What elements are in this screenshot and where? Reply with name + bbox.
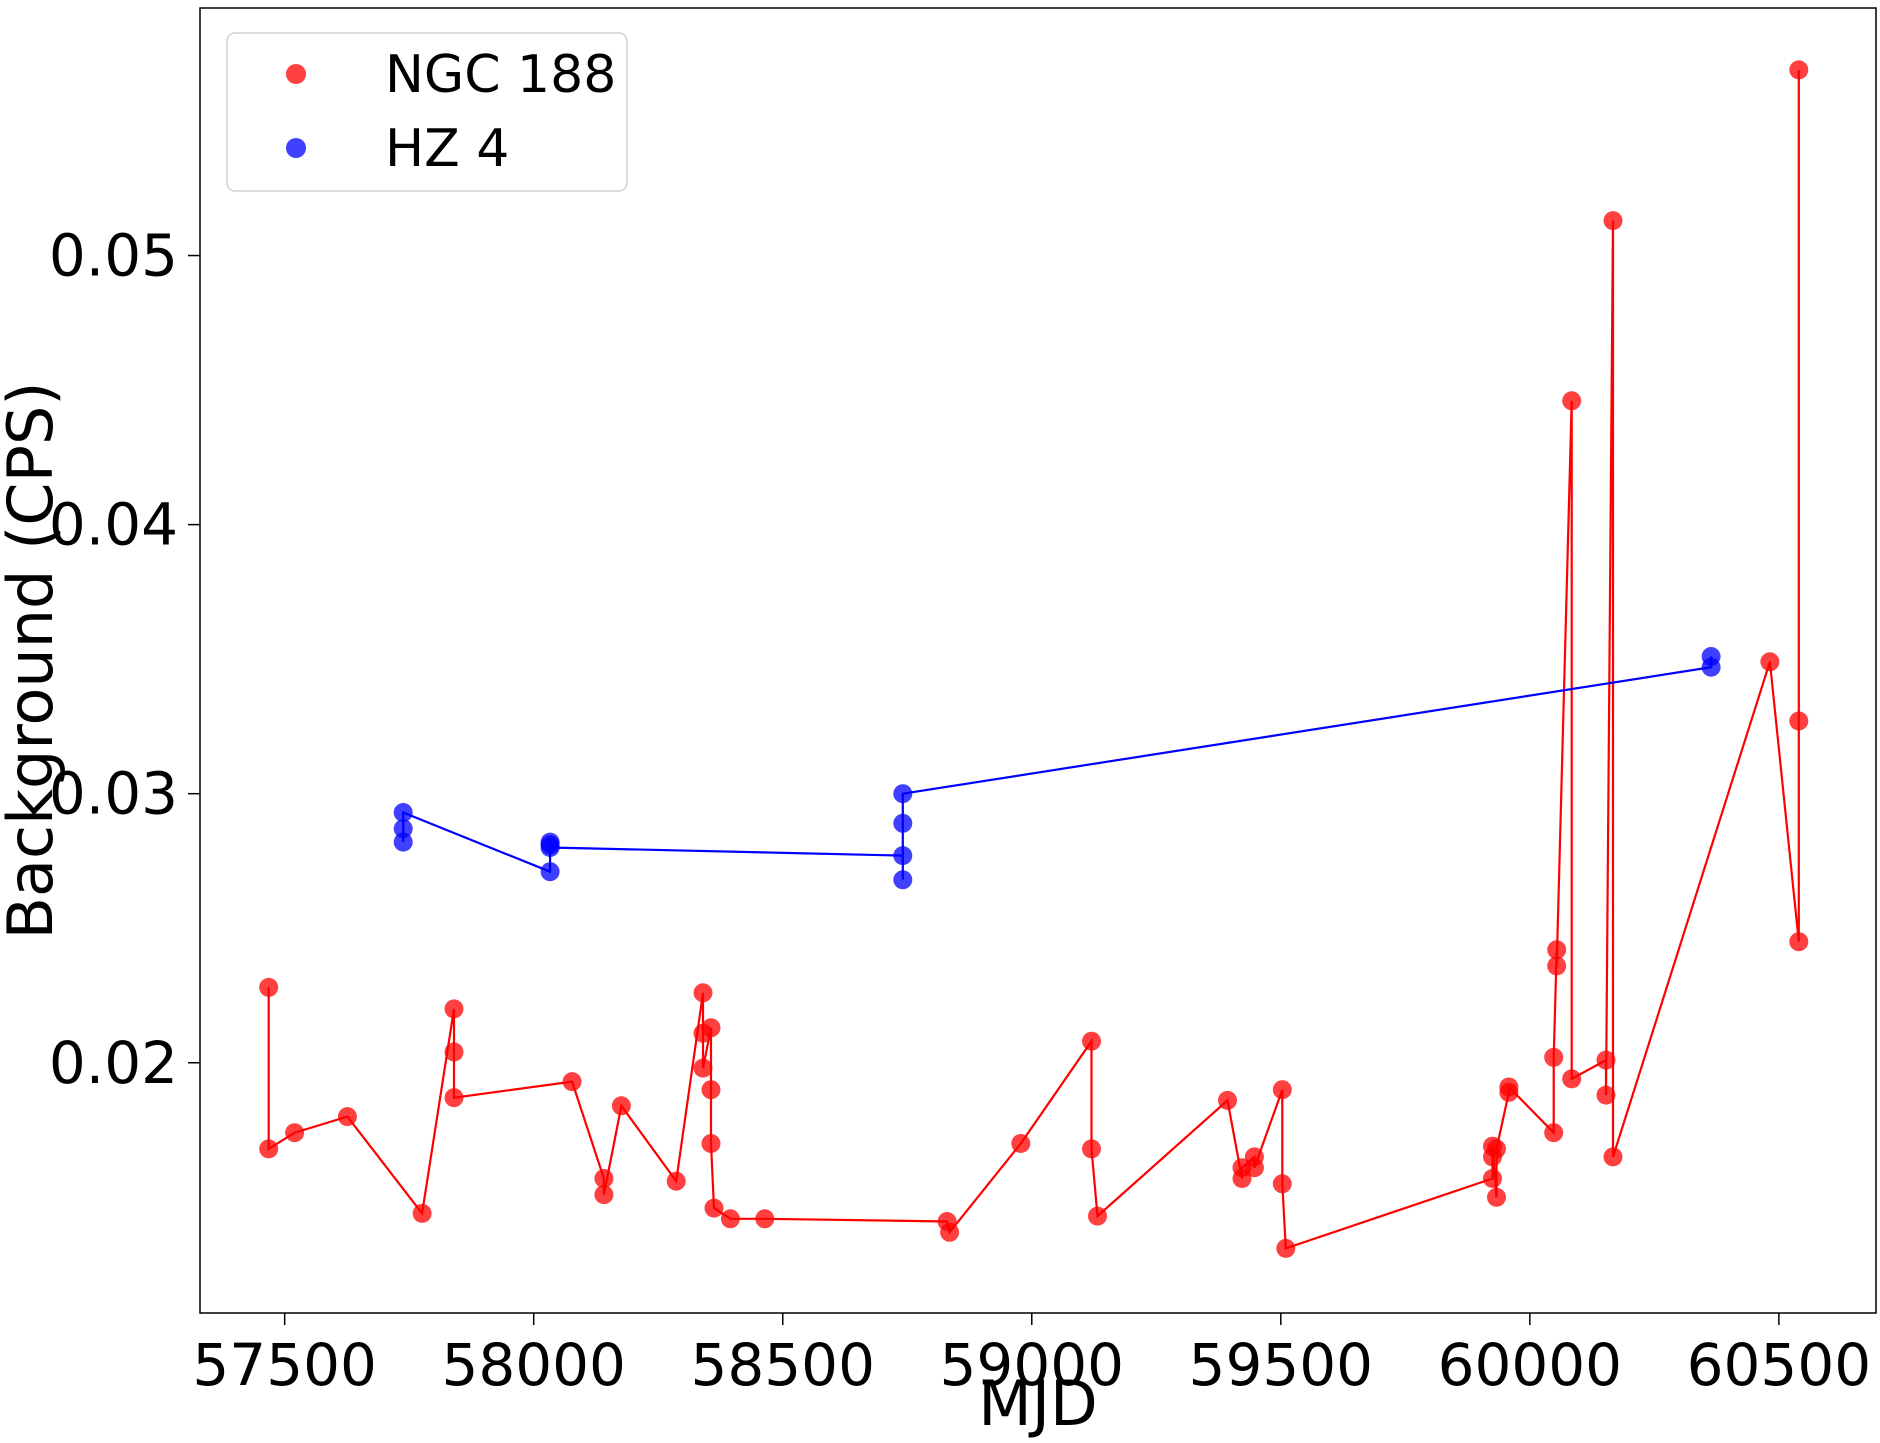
data-point bbox=[1272, 1080, 1292, 1100]
data-point bbox=[1544, 1123, 1564, 1143]
data-point bbox=[611, 1096, 631, 1116]
data-point bbox=[1603, 1147, 1623, 1167]
data-point bbox=[444, 999, 464, 1019]
data-point bbox=[701, 1018, 721, 1038]
x-axis-label: MJD bbox=[978, 1367, 1098, 1440]
data-point bbox=[259, 1139, 279, 1159]
data-point bbox=[1499, 1077, 1519, 1097]
data-point bbox=[893, 813, 913, 833]
x-tick-label: 57500 bbox=[192, 1331, 377, 1399]
data-point bbox=[1218, 1090, 1237, 1110]
x-tick-label: 59000 bbox=[940, 1331, 1125, 1399]
plot-frame bbox=[199, 7, 1877, 1314]
data-point bbox=[444, 1042, 464, 1062]
data-point bbox=[1562, 1069, 1582, 1089]
data-point bbox=[1562, 391, 1582, 411]
legend-label: NGC 188 bbox=[385, 45, 616, 105]
data-point bbox=[1596, 1050, 1616, 1070]
data-point bbox=[259, 977, 279, 997]
data-point bbox=[1547, 940, 1567, 960]
data-point bbox=[1596, 1085, 1616, 1105]
data-point bbox=[337, 1107, 357, 1127]
y-tick-label: 0.04 bbox=[49, 491, 178, 559]
data-point bbox=[755, 1209, 775, 1229]
data-point bbox=[1082, 1139, 1101, 1159]
data-point bbox=[285, 1123, 305, 1143]
data-point bbox=[1011, 1134, 1031, 1153]
legend-marker bbox=[286, 64, 306, 84]
data-point bbox=[1760, 652, 1780, 672]
series-line-1 bbox=[402, 656, 1713, 880]
data-point bbox=[893, 784, 913, 804]
data-point bbox=[594, 1169, 614, 1188]
data-point bbox=[893, 870, 913, 890]
x-tick-label: 58000 bbox=[441, 1331, 626, 1399]
x-tick-label: 60000 bbox=[1438, 1331, 1623, 1399]
legend: NGC 188 HZ 4 bbox=[226, 32, 628, 192]
y-tick-label: 0.05 bbox=[49, 222, 178, 290]
data-point bbox=[701, 1134, 721, 1153]
data-point bbox=[940, 1222, 960, 1242]
series-layer bbox=[259, 60, 1809, 1258]
data-point bbox=[540, 862, 560, 882]
data-point bbox=[540, 838, 560, 857]
data-point bbox=[1487, 1187, 1506, 1207]
data-point bbox=[1483, 1169, 1502, 1188]
x-tick-label: 59500 bbox=[1189, 1331, 1374, 1399]
data-point bbox=[693, 983, 713, 1003]
data-point bbox=[893, 846, 913, 866]
y-axis-label: Background (CPS) bbox=[0, 382, 67, 940]
data-point bbox=[1544, 1047, 1564, 1067]
data-point bbox=[1789, 711, 1809, 731]
x-tick-label: 60500 bbox=[1687, 1331, 1872, 1399]
data-point bbox=[393, 819, 413, 839]
y-axis: 0.02 0.03 0.04 0.05 bbox=[49, 222, 200, 1097]
data-point bbox=[1272, 1174, 1292, 1194]
data-point bbox=[1244, 1158, 1264, 1178]
data-point bbox=[1276, 1238, 1296, 1258]
data-point bbox=[393, 803, 413, 822]
legend-label: HZ 4 bbox=[385, 119, 509, 179]
data-point bbox=[704, 1198, 724, 1218]
x-tick-label: 58500 bbox=[690, 1331, 875, 1399]
y-tick-label: 0.03 bbox=[49, 760, 178, 828]
data-point bbox=[412, 1203, 432, 1223]
data-point bbox=[594, 1185, 614, 1205]
data-point bbox=[666, 1171, 686, 1191]
data-point bbox=[1789, 60, 1809, 80]
data-point bbox=[1603, 211, 1623, 231]
data-point bbox=[444, 1088, 464, 1108]
data-point bbox=[1082, 1031, 1101, 1051]
data-point bbox=[562, 1072, 582, 1092]
legend-box bbox=[226, 32, 628, 192]
data-point bbox=[1701, 647, 1721, 666]
data-point bbox=[1547, 956, 1567, 976]
y-tick-label: 0.02 bbox=[49, 1029, 178, 1097]
data-point bbox=[693, 1058, 713, 1078]
data-point bbox=[393, 832, 413, 852]
data-point bbox=[701, 1080, 721, 1100]
legend-marker bbox=[286, 138, 306, 158]
data-point bbox=[1789, 932, 1809, 952]
data-point bbox=[1088, 1206, 1107, 1226]
data-point bbox=[1487, 1139, 1506, 1159]
data-point bbox=[720, 1209, 740, 1229]
x-axis: 57500 58000 58500 59000 59500 60000 60500 bbox=[192, 1313, 1871, 1399]
